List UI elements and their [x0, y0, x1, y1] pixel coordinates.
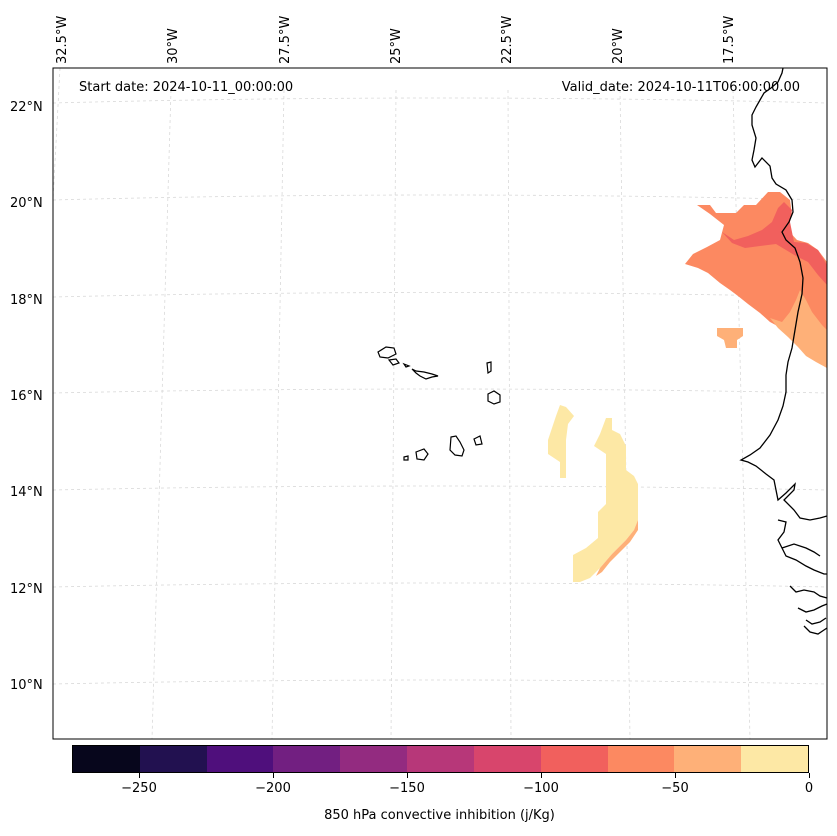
valid-date-label: Valid_date: 2024-10-11T06:00:00.00	[562, 80, 800, 95]
gridlines	[52, 67, 828, 740]
island-sao-nicolau	[411, 368, 439, 380]
colorbar-bin	[674, 746, 742, 772]
colorbar-tick	[808, 773, 810, 778]
longitude-labels: 32.5°W 30°W 27.5°W 25°W 22.5°W 20°W 17.5…	[55, 16, 737, 64]
colorbar-tick-label: 0	[804, 781, 814, 796]
colorbar-bin	[273, 746, 341, 772]
latitude-labels: 22°N 20°N 18°N 16°N 14°N 12°N 10°N	[10, 100, 43, 693]
cin-contour-small	[717, 328, 743, 348]
lat-label: 10°N	[10, 678, 43, 693]
colorbar-tick-label: −250	[121, 781, 157, 796]
island-brava	[403, 455, 409, 461]
island-santa-luzia	[402, 362, 411, 368]
lon-label: 32.5°W	[55, 16, 70, 64]
colorbar-tick-label: −50	[661, 781, 689, 796]
colorbar-bin	[73, 746, 140, 772]
colorbar-bin	[407, 746, 474, 772]
cape-verde-islands	[377, 346, 501, 461]
cin-contour-50-25-edge	[596, 520, 638, 576]
colorbar-bin	[139, 746, 207, 772]
cin-contour-100-75	[722, 202, 827, 285]
lat-label: 18°N	[10, 293, 43, 308]
colorbar-tick	[406, 773, 408, 778]
coastline	[739, 67, 828, 635]
colorbar-bin	[741, 746, 808, 772]
colorbar-bin	[340, 746, 408, 772]
lat-label: 14°N	[10, 485, 43, 500]
coastline-mauritania-senegal	[739, 67, 828, 521]
cin-contour-25-0-west	[548, 405, 574, 478]
lon-label: 30°W	[166, 28, 181, 64]
colorbar-tick-label: −100	[523, 781, 559, 796]
island-maio	[473, 435, 483, 446]
lat-label: 16°N	[10, 389, 43, 404]
lon-label: 25°W	[389, 28, 404, 64]
island-sal	[486, 361, 492, 375]
island-sao-vicente	[387, 358, 400, 366]
cin-field-north	[685, 192, 827, 368]
cin-contour-25-0-east	[573, 418, 638, 582]
lat-label: 20°N	[10, 196, 43, 211]
colorbar-ticks: −250 −200 −150 −100 −50 0	[0, 773, 837, 803]
colorbar-tick	[540, 773, 542, 778]
colorbar-bin	[607, 746, 675, 772]
cin-contour-50-25	[770, 290, 827, 368]
island-santiago	[449, 435, 465, 457]
colorbar-tick-label: −150	[389, 781, 425, 796]
lat-label: 12°N	[10, 582, 43, 597]
colorbar-label: 850 hPa convective inhibition (j/Kg)	[324, 808, 555, 823]
colorbar-bin	[473, 746, 541, 772]
colorbar-tick	[674, 773, 676, 778]
colorbar	[72, 745, 809, 773]
start-date-label: Start date: 2024-10-11_00:00:00	[79, 80, 293, 95]
lon-label: 22.5°W	[500, 16, 515, 64]
lon-label: 17.5°W	[722, 16, 737, 64]
colorbar-tick	[272, 773, 274, 778]
colorbar-bin	[206, 746, 274, 772]
lon-label: 27.5°W	[278, 16, 293, 64]
colorbar-tick	[138, 773, 140, 778]
map-area	[53, 68, 827, 739]
island-fogo	[415, 448, 429, 461]
coastline-gambia-guinea	[777, 519, 828, 635]
cin-field-south	[548, 405, 638, 582]
lat-label: 22°N	[10, 100, 43, 115]
island-santo-antao	[377, 346, 397, 359]
colorbar-bin	[540, 746, 608, 772]
lon-label: 20°W	[611, 28, 626, 64]
island-boa-vista	[487, 390, 501, 405]
map-frame	[52, 67, 828, 740]
colorbar-tick-label: −200	[255, 781, 291, 796]
